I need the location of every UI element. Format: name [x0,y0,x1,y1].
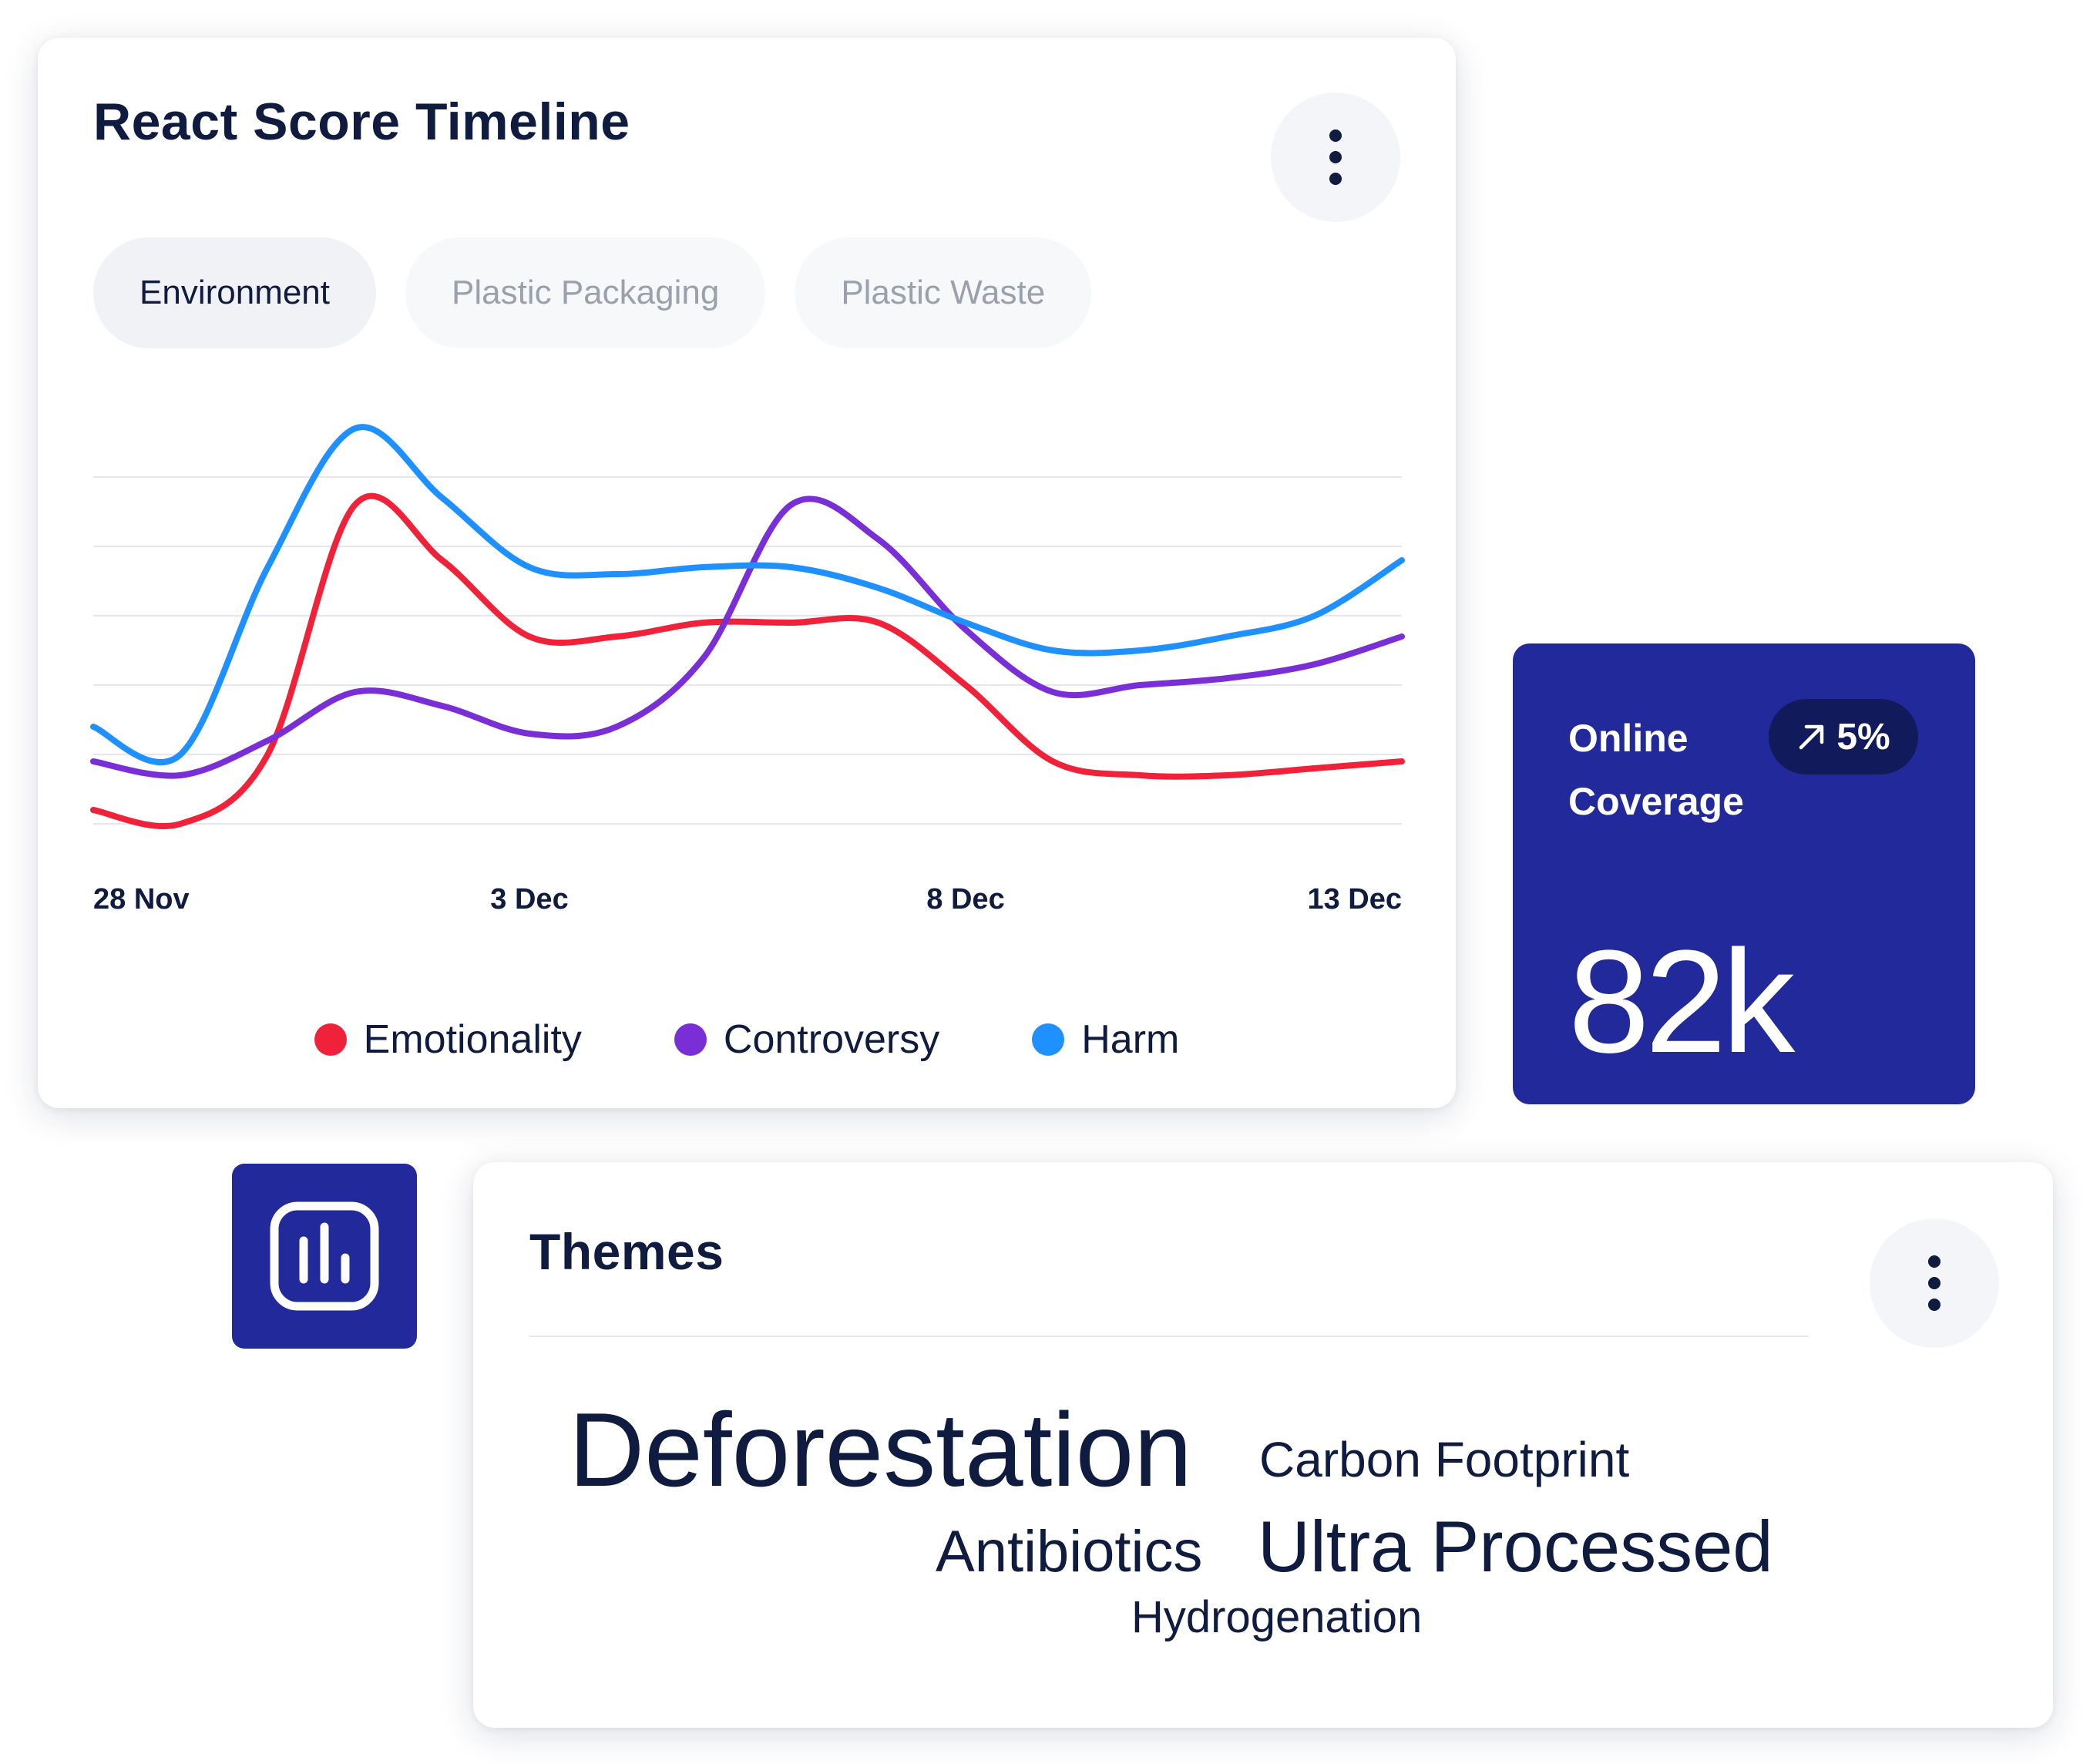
theme-word-deforestation[interactable]: Deforestation [569,1391,1192,1508]
react-score-timeline-card: React Score Timeline Environment Plastic… [38,38,1456,1108]
legend-swatch-emotionality [314,1023,347,1056]
timeline-more-options-button[interactable] [1271,92,1400,222]
timeline-line-chart: 28 Nov 3 Dec 8 Dec 13 Dec [90,424,1405,916]
x-tick-label: 13 Dec [1307,883,1402,916]
kebab-dot-icon [1928,1277,1940,1289]
coverage-change-value: 5% [1836,716,1890,758]
topic-tabs: Environment Plastic Packaging Plastic Wa… [93,237,1092,348]
legend-item-emotionality: Emotionality [314,1016,582,1063]
tab-plastic-waste[interactable]: Plastic Waste [795,237,1092,348]
chart-legend: Emotionality Controversy Harm [38,1016,1456,1063]
legend-label-controversy: Controversy [723,1017,940,1062]
themes-divider [529,1336,1809,1337]
x-tick-label: 8 Dec [926,883,1004,916]
theme-word-hydrogenation[interactable]: Hydrogenation [1131,1592,1423,1642]
bar-chart-tile [232,1164,417,1349]
series-line-controversy [90,496,1405,779]
series-line-harm [90,424,1405,765]
arrow-up-right-icon [1799,724,1824,750]
legend-item-harm: Harm [1032,1016,1179,1063]
legend-item-controversy: Controversy [674,1016,939,1063]
x-tick-label: 28 Nov [93,883,190,916]
online-coverage-card: Online Coverage 5% 82k [1513,643,1975,1104]
bar-chart-icon [270,1201,379,1311]
timeline-title: React Score Timeline [93,92,630,151]
tab-environment[interactable]: Environment [93,237,377,348]
themes-card: Themes Deforestation Carbon Footprint An… [473,1162,2053,1728]
kebab-dot-icon [1329,129,1342,142]
theme-word-ultra-processed[interactable]: Ultra Processed [1258,1506,1773,1587]
legend-label-emotionality: Emotionality [363,1017,582,1062]
theme-word-carbon-footprint[interactable]: Carbon Footprint [1259,1432,1630,1487]
x-tick-label: 3 Dec [490,883,568,916]
kebab-dot-icon [1928,1299,1940,1311]
theme-word-antibiotics[interactable]: Antibiotics [936,1519,1203,1584]
kebab-dot-icon [1329,151,1342,163]
series-line-emotionality [90,492,1405,830]
tab-plastic-packaging[interactable]: Plastic Packaging [405,237,766,348]
coverage-value: 82k [1568,920,1795,1084]
legend-swatch-harm [1032,1023,1065,1056]
coverage-change-badge: 5% [1769,699,1918,774]
legend-swatch-controversy [674,1023,707,1056]
kebab-dot-icon [1329,173,1342,185]
coverage-label: Online Coverage [1568,717,1744,823]
themes-title: Themes [529,1223,724,1280]
legend-label-harm: Harm [1081,1017,1180,1062]
themes-more-options-button[interactable] [1870,1218,1999,1348]
kebab-dot-icon [1928,1255,1940,1268]
